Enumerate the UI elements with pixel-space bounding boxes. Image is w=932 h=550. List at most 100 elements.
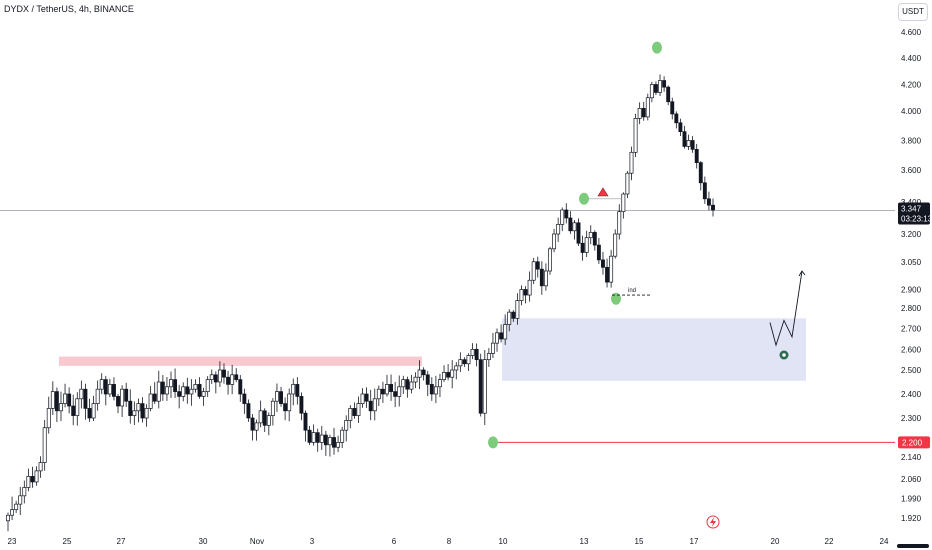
candle bbox=[405, 376, 410, 398]
candle-body-up bbox=[258, 410, 263, 424]
support-level-tag: 2.200 bbox=[898, 436, 930, 449]
candle-body-up bbox=[372, 398, 377, 412]
candle bbox=[136, 398, 141, 423]
candle-body-up bbox=[344, 420, 349, 431]
candle bbox=[446, 364, 451, 381]
candle bbox=[336, 435, 341, 453]
candle bbox=[112, 377, 116, 401]
candle-body-up bbox=[26, 476, 31, 488]
candle bbox=[417, 360, 422, 389]
candle-body-up bbox=[217, 369, 222, 383]
candle bbox=[59, 391, 63, 422]
candle-body-down bbox=[124, 388, 129, 402]
price-axis[interactable]: 1.920 1.990 2.060 2.140 2.300 2.400 2.500 2.600… bbox=[898, 28, 932, 523]
y-tick-label: 3.050 bbox=[901, 258, 922, 267]
candle bbox=[413, 372, 418, 389]
x-tick-label: 8 bbox=[447, 537, 452, 546]
y-tick-label: 2.300 bbox=[901, 414, 922, 423]
candle bbox=[515, 293, 520, 325]
candle-body-up bbox=[336, 442, 341, 448]
candle bbox=[429, 377, 434, 401]
candle-body-down bbox=[601, 259, 605, 268]
x-tick-label: 17 bbox=[690, 537, 699, 546]
x-tick-label: 10 bbox=[499, 537, 508, 546]
candle bbox=[368, 389, 373, 421]
lightning-bolt bbox=[710, 517, 716, 527]
candle bbox=[605, 258, 609, 288]
x-tick-label: 3 bbox=[310, 537, 315, 546]
candle bbox=[217, 361, 222, 387]
candle-body-down bbox=[352, 408, 357, 416]
candle bbox=[438, 373, 442, 398]
candle-body-down bbox=[670, 101, 675, 115]
x-tick-label: 22 bbox=[825, 537, 834, 546]
candle bbox=[474, 343, 479, 367]
candle-body-up bbox=[490, 342, 495, 354]
candle bbox=[617, 204, 622, 240]
candle bbox=[442, 365, 446, 383]
candle-body-down bbox=[405, 379, 410, 390]
candle-body-up bbox=[319, 434, 324, 443]
candle-body-down bbox=[641, 107, 646, 118]
candle-body-up bbox=[588, 232, 593, 239]
candle bbox=[197, 377, 202, 399]
candle bbox=[213, 371, 218, 394]
candle-body-up bbox=[311, 432, 316, 443]
candle-body-up bbox=[46, 408, 51, 429]
candle-body-up bbox=[556, 224, 561, 235]
candle bbox=[662, 76, 667, 92]
swing-high-marker bbox=[579, 192, 589, 205]
candle-body-down bbox=[152, 393, 157, 402]
candle-body-up bbox=[327, 437, 332, 446]
candle-body-up bbox=[95, 388, 100, 404]
candle bbox=[148, 386, 153, 412]
candle bbox=[91, 395, 96, 421]
candle bbox=[348, 405, 353, 429]
candle-body-down bbox=[429, 384, 434, 395]
candle-body-down bbox=[246, 403, 251, 419]
candle bbox=[527, 271, 532, 302]
candle bbox=[397, 375, 402, 407]
candle-body-up bbox=[385, 384, 389, 395]
currency-badge[interactable]: USDT bbox=[898, 3, 928, 21]
candle-body-down bbox=[177, 391, 182, 397]
candle-body-down bbox=[389, 384, 394, 392]
candle bbox=[670, 97, 675, 120]
candle bbox=[319, 425, 324, 450]
y-tick-label: 1.990 bbox=[901, 495, 922, 504]
candle-body-up bbox=[230, 374, 235, 385]
support-level-bg bbox=[898, 436, 930, 449]
candle-body-down bbox=[140, 403, 145, 419]
candle bbox=[425, 370, 430, 397]
candle-body-up bbox=[38, 462, 43, 472]
arrow-head-icon bbox=[798, 270, 806, 277]
candle-body-down bbox=[662, 80, 667, 88]
candle-body-up bbox=[450, 369, 455, 378]
candle bbox=[303, 410, 308, 442]
candle bbox=[140, 397, 145, 423]
candle-body-down bbox=[674, 113, 679, 124]
y-tick-label: 2.800 bbox=[901, 304, 922, 313]
candle bbox=[128, 389, 133, 424]
scroll-handle[interactable] bbox=[897, 544, 929, 548]
candle-body-up bbox=[266, 415, 271, 426]
candle bbox=[519, 285, 524, 306]
candle-body-up bbox=[42, 427, 47, 463]
candle bbox=[63, 383, 68, 408]
candle bbox=[674, 111, 679, 129]
y-tick-label: 4.600 bbox=[901, 28, 922, 37]
candle-body-up bbox=[454, 365, 459, 371]
candle-body-up bbox=[340, 429, 345, 443]
candle bbox=[409, 374, 414, 394]
time-axis[interactable]: 23 25 27 30 Nov 3 6 8 10 13 15 17 20 22 24 bbox=[8, 537, 889, 546]
candle-body-down bbox=[116, 396, 120, 407]
candle bbox=[295, 377, 300, 405]
candle bbox=[42, 420, 47, 471]
candle-body-up bbox=[397, 386, 402, 397]
candle bbox=[560, 207, 565, 232]
candle bbox=[666, 85, 671, 106]
candle bbox=[678, 118, 683, 137]
candle-body-up bbox=[79, 388, 84, 400]
